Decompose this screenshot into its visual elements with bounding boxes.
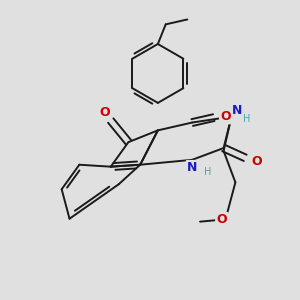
Text: O: O (220, 110, 231, 123)
Text: H: H (244, 114, 251, 124)
Text: N: N (187, 161, 197, 174)
Text: O: O (252, 155, 262, 168)
Text: O: O (216, 213, 227, 226)
Text: H: H (204, 167, 211, 177)
Text: O: O (100, 106, 110, 119)
Text: N: N (232, 104, 242, 117)
